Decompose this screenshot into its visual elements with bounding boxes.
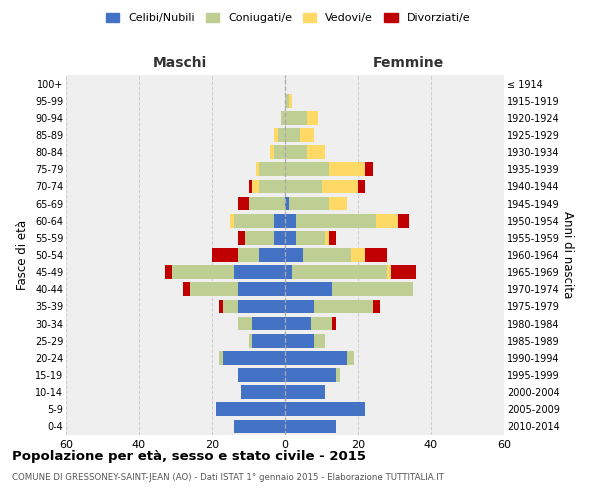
Bar [252, 180, 259, 194]
Legend: Celibi/Nubili, Coniugati/e, Vedovi/e, Divorziati/e: Celibi/Nubili, Coniugati/e, Vedovi/e, Di… [101, 8, 475, 28]
Bar [223, 300, 238, 314]
Bar [234, 420, 285, 434]
Bar [252, 316, 285, 330]
Bar [285, 111, 307, 124]
Bar [212, 248, 238, 262]
Bar [238, 196, 248, 210]
Bar [248, 180, 252, 194]
Bar [285, 94, 289, 108]
Bar [172, 266, 234, 279]
Bar [285, 402, 365, 416]
Bar [259, 180, 285, 194]
Bar [285, 196, 289, 210]
Bar [281, 111, 285, 124]
Bar [245, 231, 274, 244]
Bar [325, 231, 329, 244]
Bar [285, 368, 336, 382]
Bar [259, 248, 285, 262]
Bar [256, 162, 259, 176]
Bar [252, 334, 285, 347]
Bar [391, 266, 416, 279]
Y-axis label: Anni di nascita: Anni di nascita [560, 212, 574, 298]
Bar [296, 231, 325, 244]
Bar [274, 231, 285, 244]
Bar [274, 214, 285, 228]
Bar [285, 214, 296, 228]
Bar [398, 214, 409, 228]
Bar [238, 300, 285, 314]
Bar [387, 266, 391, 279]
Bar [314, 334, 325, 347]
Bar [289, 196, 329, 210]
Bar [285, 146, 307, 159]
Bar [358, 180, 365, 194]
Bar [285, 300, 314, 314]
Bar [164, 266, 172, 279]
Bar [238, 248, 259, 262]
Bar [285, 231, 296, 244]
Bar [285, 351, 347, 364]
Bar [285, 128, 299, 142]
Bar [314, 300, 373, 314]
Bar [285, 266, 292, 279]
Bar [329, 162, 365, 176]
Bar [238, 368, 285, 382]
Bar [299, 128, 314, 142]
Bar [350, 248, 365, 262]
Bar [271, 146, 274, 159]
Bar [238, 282, 285, 296]
Bar [332, 282, 413, 296]
Bar [285, 282, 332, 296]
Bar [234, 266, 285, 279]
Bar [289, 94, 292, 108]
Bar [373, 300, 380, 314]
Bar [274, 146, 285, 159]
Bar [248, 196, 285, 210]
Bar [183, 282, 190, 296]
Bar [285, 334, 314, 347]
Text: Popolazione per età, sesso e stato civile - 2015: Popolazione per età, sesso e stato civil… [12, 450, 366, 463]
Bar [220, 300, 223, 314]
Bar [259, 162, 285, 176]
Bar [296, 214, 376, 228]
Bar [241, 386, 285, 399]
Bar [376, 214, 398, 228]
Bar [220, 351, 223, 364]
Text: Femmine: Femmine [373, 56, 443, 70]
Bar [365, 248, 387, 262]
Text: Maschi: Maschi [153, 56, 207, 70]
Bar [278, 128, 285, 142]
Bar [365, 162, 373, 176]
Bar [190, 282, 238, 296]
Bar [230, 214, 234, 228]
Bar [238, 231, 245, 244]
Bar [285, 316, 311, 330]
Bar [234, 214, 274, 228]
Y-axis label: Fasce di età: Fasce di età [16, 220, 29, 290]
Bar [311, 316, 332, 330]
Bar [223, 351, 285, 364]
Bar [285, 180, 322, 194]
Bar [248, 334, 252, 347]
Bar [329, 196, 347, 210]
Bar [285, 248, 303, 262]
Bar [303, 248, 350, 262]
Bar [285, 420, 336, 434]
Bar [322, 180, 358, 194]
Bar [329, 231, 336, 244]
Bar [274, 128, 278, 142]
Bar [215, 402, 285, 416]
Bar [307, 111, 318, 124]
Bar [238, 316, 252, 330]
Bar [307, 146, 325, 159]
Bar [292, 266, 387, 279]
Bar [332, 316, 336, 330]
Text: COMUNE DI GRESSONEY-SAINT-JEAN (AO) - Dati ISTAT 1° gennaio 2015 - Elaborazione : COMUNE DI GRESSONEY-SAINT-JEAN (AO) - Da… [12, 472, 444, 482]
Bar [347, 351, 355, 364]
Bar [285, 386, 325, 399]
Bar [336, 368, 340, 382]
Bar [285, 162, 329, 176]
